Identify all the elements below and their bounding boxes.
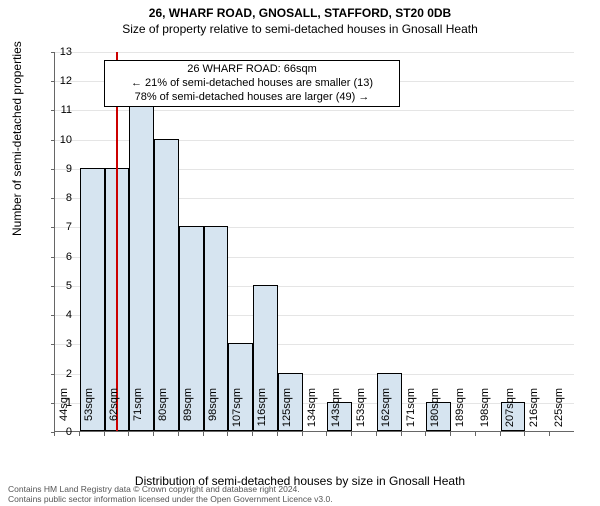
x-tick-mark — [277, 432, 278, 436]
x-tick-mark — [475, 432, 476, 436]
x-tick-label: 125sqm — [281, 388, 293, 436]
x-tick-label: 189sqm — [454, 388, 466, 436]
annotation-line-3: 78% of semi-detached houses are larger (… — [111, 91, 393, 105]
histogram-chart: 26 WHARF ROAD: 66sqm ← 21% of semi-detac… — [54, 52, 574, 432]
annotation-box: 26 WHARF ROAD: 66sqm ← 21% of semi-detac… — [104, 60, 400, 107]
x-tick-mark — [203, 432, 204, 436]
y-tick-label: 3 — [48, 338, 72, 350]
x-tick-label: 171sqm — [405, 388, 417, 436]
x-tick-label: 116sqm — [256, 388, 268, 436]
x-tick-mark — [252, 432, 253, 436]
x-tick-mark — [153, 432, 154, 436]
x-tick-label: 198sqm — [479, 388, 491, 436]
x-tick-label: 216sqm — [528, 388, 540, 436]
x-tick-mark — [376, 432, 377, 436]
y-tick-label: 2 — [48, 368, 72, 380]
x-tick-mark — [351, 432, 352, 436]
x-tick-mark — [326, 432, 327, 436]
x-tick-mark — [104, 432, 105, 436]
x-tick-mark — [425, 432, 426, 436]
y-tick-label: 8 — [48, 192, 72, 204]
y-tick-label: 7 — [48, 221, 72, 233]
annotation-line-2: ← 21% of semi-detached houses are smalle… — [111, 77, 393, 91]
page-subtitle: Size of property relative to semi-detach… — [0, 22, 600, 36]
x-tick-mark — [128, 432, 129, 436]
y-tick-label: 0 — [48, 426, 72, 438]
y-tick-label: 9 — [48, 163, 72, 175]
x-tick-label: 53sqm — [83, 388, 95, 436]
y-tick-label: 13 — [48, 46, 72, 58]
footer-line-2: Contains public sector information licen… — [8, 494, 333, 504]
gridline — [55, 52, 574, 53]
x-tick-label: 153sqm — [355, 388, 367, 436]
x-tick-mark — [79, 432, 80, 436]
x-tick-mark — [227, 432, 228, 436]
x-tick-label: 225sqm — [553, 388, 565, 436]
reference-line — [116, 52, 118, 431]
x-tick-label: 98sqm — [207, 388, 219, 436]
x-tick-mark — [524, 432, 525, 436]
x-tick-label: 180sqm — [429, 388, 441, 436]
x-tick-label: 80sqm — [157, 388, 169, 436]
plot-area — [54, 52, 574, 432]
y-axis-title: Number of semi-detached properties — [10, 41, 24, 236]
x-tick-label: 207sqm — [504, 388, 516, 436]
histogram-bar — [129, 80, 154, 431]
footer-line-1: Contains HM Land Registry data © Crown c… — [8, 484, 333, 494]
x-tick-mark — [500, 432, 501, 436]
y-tick-label: 11 — [48, 104, 72, 116]
x-tick-mark — [401, 432, 402, 436]
x-tick-mark — [450, 432, 451, 436]
x-tick-label: 71sqm — [132, 388, 144, 436]
y-tick-label: 6 — [48, 251, 72, 263]
x-tick-label: 89sqm — [182, 388, 194, 436]
x-tick-label: 107sqm — [231, 388, 243, 436]
x-tick-mark — [549, 432, 550, 436]
y-tick-label: 5 — [48, 280, 72, 292]
y-tick-label: 4 — [48, 309, 72, 321]
x-tick-label: 143sqm — [330, 388, 342, 436]
x-tick-mark — [178, 432, 179, 436]
y-tick-label: 12 — [48, 75, 72, 87]
page-title-address: 26, WHARF ROAD, GNOSALL, STAFFORD, ST20 … — [0, 6, 600, 20]
y-tick-label: 1 — [48, 397, 72, 409]
x-tick-mark — [302, 432, 303, 436]
x-tick-label: 62sqm — [108, 388, 120, 436]
footer-attribution: Contains HM Land Registry data © Crown c… — [8, 484, 333, 504]
y-tick-label: 10 — [48, 134, 72, 146]
x-tick-label: 134sqm — [306, 388, 318, 436]
annotation-line-1: 26 WHARF ROAD: 66sqm — [111, 63, 393, 77]
x-tick-label: 162sqm — [380, 388, 392, 436]
